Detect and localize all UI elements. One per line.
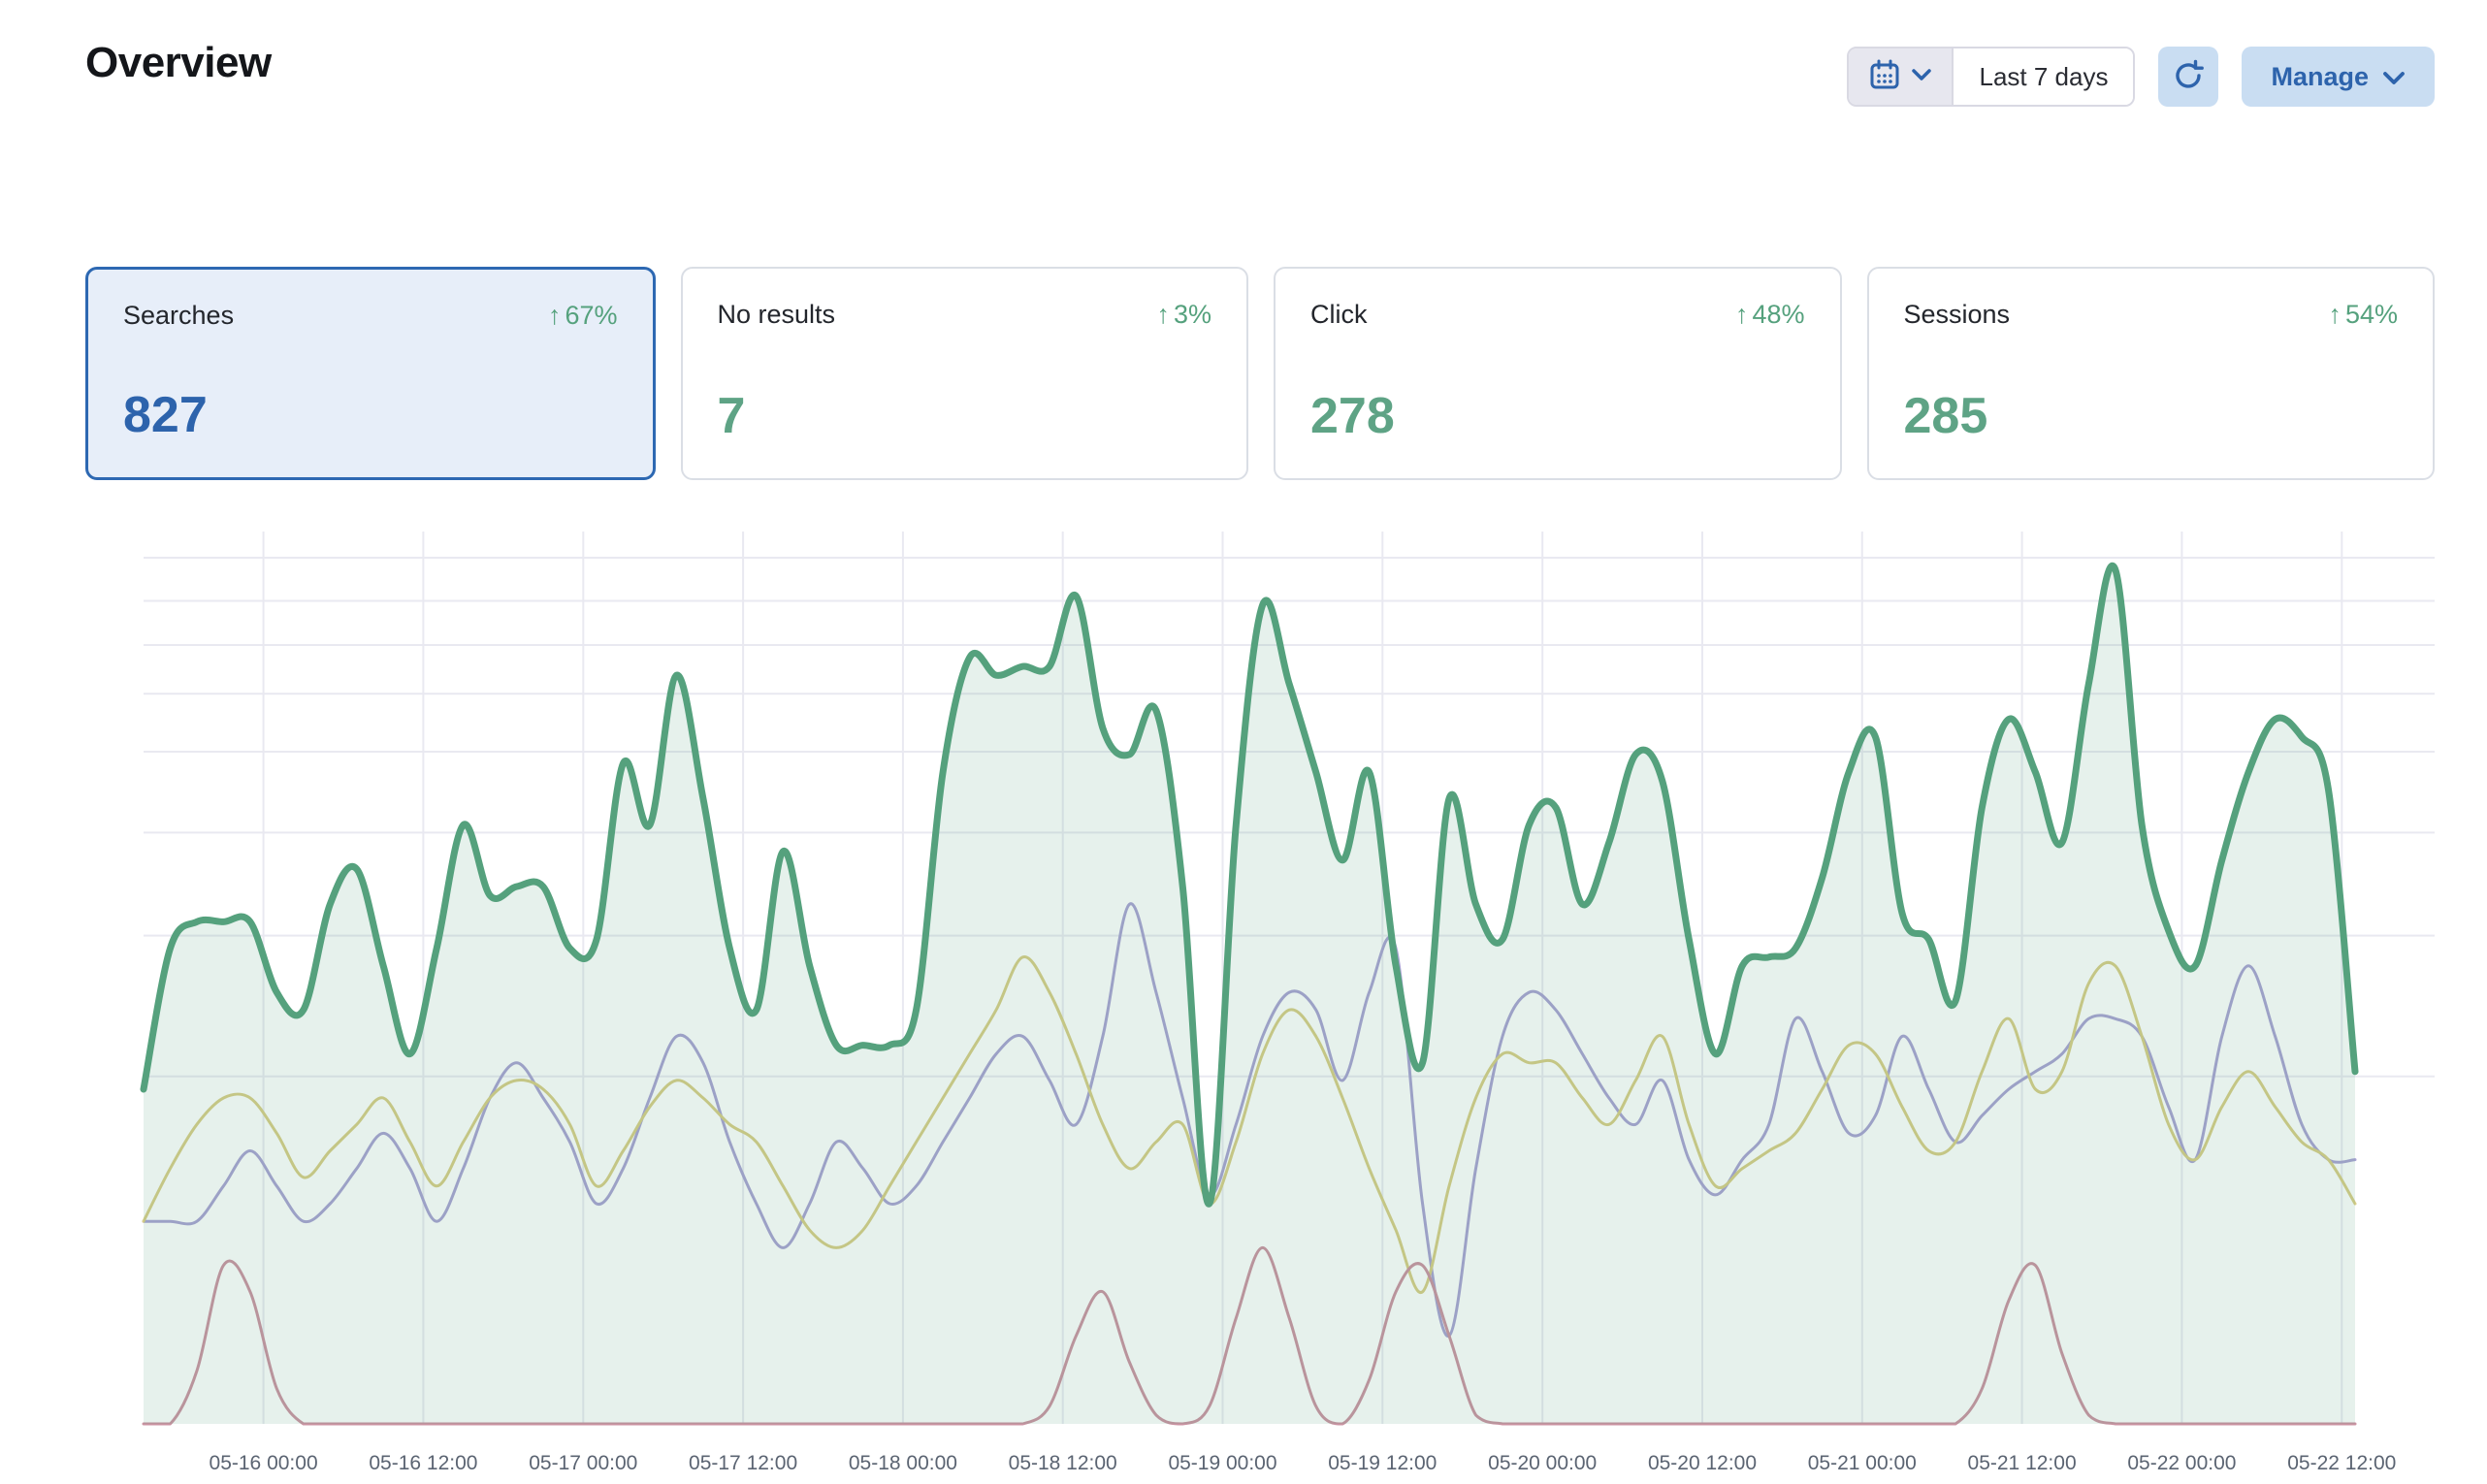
date-range-label[interactable]: Last 7 days (1954, 48, 2134, 105)
x-axis-label: 05-18 00:00 (849, 1452, 957, 1474)
stat-card-label: No results (717, 300, 836, 329)
stat-delta: ↑ 67% (547, 301, 618, 330)
overview-chart[interactable]: 05-16 00:00 05-16 12:00 05-17 00:00 05-17 1… (0, 504, 2487, 1484)
stat-card-label: Sessions (1903, 300, 2011, 329)
x-axis-label: 05-18 12:00 (1009, 1452, 1117, 1474)
stat-card-click[interactable]: Click ↑ 48% 278 (1274, 267, 1842, 480)
stat-value: 285 (1903, 388, 1988, 444)
x-axis-label: 05-21 12:00 (1968, 1452, 2077, 1474)
date-range-picker[interactable]: Last 7 days (1847, 47, 2136, 107)
x-axis-labels: 05-16 00:00 05-16 12:00 05-17 00:00 05-17 1… (210, 1452, 2397, 1474)
trend-up-icon: ↑ (547, 301, 562, 330)
stat-cards-row: Searches ↑ 67% 827 No results ↑ 3% 7 Click… (85, 267, 2435, 480)
manage-button-label: Manage (2271, 61, 2369, 91)
x-axis-label: 05-16 12:00 (369, 1452, 477, 1474)
trend-up-icon: ↑ (2328, 300, 2342, 329)
page-title: Overview (85, 39, 272, 86)
stat-card-no-results[interactable]: No results ↑ 3% 7 (680, 267, 1248, 480)
chart-gridlines (144, 532, 2435, 1424)
x-axis-label: 05-21 00:00 (1808, 1452, 1917, 1474)
series-green-main-line (140, 563, 2359, 1208)
stat-card-searches[interactable]: Searches ↑ 67% 827 (85, 267, 656, 480)
x-axis-label: 05-20 12:00 (1648, 1452, 1757, 1474)
stat-value: 278 (1310, 388, 1395, 444)
stat-value: 827 (123, 387, 208, 443)
calendar-chevron-down-icon (1911, 68, 1932, 86)
series-purple-line (142, 902, 2357, 1338)
refresh-icon (2172, 59, 2205, 95)
x-axis-label: 05-17 00:00 (529, 1452, 637, 1474)
manage-button[interactable]: Manage (2242, 47, 2435, 107)
trend-up-icon: ↑ (1156, 300, 1170, 329)
stat-delta: ↑ 54% (2328, 300, 2398, 329)
chart-series (140, 563, 2359, 1426)
x-axis-label: 05-17 12:00 (689, 1452, 797, 1474)
x-axis-label: 05-20 00:00 (1488, 1452, 1597, 1474)
refresh-button[interactable] (2158, 47, 2219, 107)
stat-delta: ↑ 3% (1156, 300, 1211, 329)
x-axis-label: 05-16 00:00 (210, 1452, 318, 1474)
manage-chevron-down-icon (2382, 62, 2406, 92)
stat-value: 7 (717, 388, 746, 444)
stat-delta: ↑ 48% (1734, 300, 1805, 329)
series-pink-line (142, 1245, 2357, 1426)
calendar-icon (1868, 58, 1901, 96)
date-range-icon-segment[interactable] (1849, 48, 1954, 105)
x-axis-label: 05-22 00:00 (2127, 1452, 2236, 1474)
series-yellow-line (142, 955, 2357, 1294)
x-axis-label: 05-19 12:00 (1328, 1452, 1437, 1474)
stat-card-sessions[interactable]: Sessions ↑ 54% 285 (1866, 267, 2435, 480)
chart-canvas[interactable]: 05-16 00:00 05-16 12:00 05-17 00:00 05-17 1… (0, 504, 2487, 1484)
stat-card-label: Searches (123, 301, 235, 330)
trend-up-icon: ↑ (1734, 300, 1749, 329)
x-axis-label: 05-19 00:00 (1168, 1452, 1276, 1474)
x-axis-label: 05-22 12:00 (2287, 1452, 2396, 1474)
toolbar: Last 7 days Manage (1847, 47, 2435, 107)
stat-card-label: Click (1310, 300, 1368, 329)
